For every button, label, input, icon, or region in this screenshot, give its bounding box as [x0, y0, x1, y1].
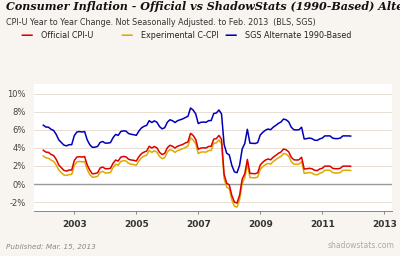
Text: shadowstats.com: shadowstats.com — [327, 241, 394, 250]
Text: Published: Mar. 15, 2013: Published: Mar. 15, 2013 — [6, 244, 96, 250]
Text: Consumer Inflation - Official vs ShadowStats (1990-Based) Alternate: Consumer Inflation - Official vs ShadowS… — [6, 1, 400, 12]
Text: —: — — [224, 29, 236, 42]
Text: —: — — [20, 29, 32, 42]
Text: Experimental C-CPI: Experimental C-CPI — [141, 31, 218, 40]
Text: —: — — [120, 29, 132, 42]
Text: SGS Alternate 1990-Based: SGS Alternate 1990-Based — [245, 31, 351, 40]
Text: CPI-U Year to Year Change. Not Seasonally Adjusted. to Feb. 2013  (BLS, SGS): CPI-U Year to Year Change. Not Seasonall… — [6, 18, 316, 27]
Text: Official CPI-U: Official CPI-U — [41, 31, 93, 40]
